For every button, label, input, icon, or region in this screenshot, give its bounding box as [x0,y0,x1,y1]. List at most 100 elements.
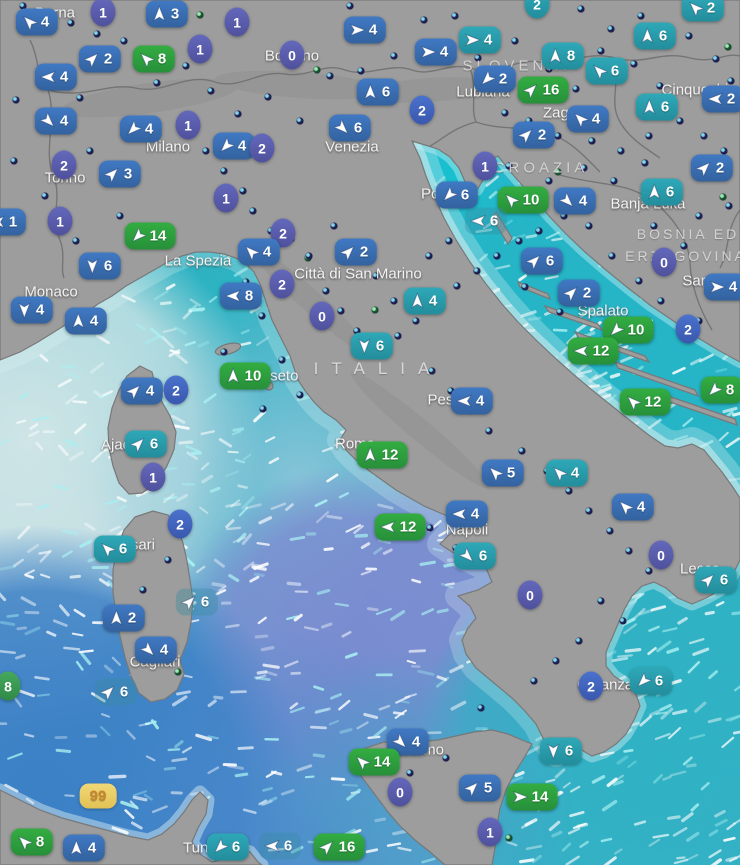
station-dot[interactable] [67,19,75,27]
wind-badge[interactable]: 12 [619,388,671,416]
station-dot[interactable] [372,272,380,280]
station-dot[interactable] [322,287,330,295]
station-dot[interactable] [390,297,398,305]
station-dot[interactable] [258,312,266,320]
station-dot[interactable] [357,67,365,75]
station-dot[interactable] [650,222,658,230]
wind-badge[interactable]: 2 [701,85,740,113]
station-dot[interactable] [585,222,593,230]
wind-badge[interactable]: 6 [520,247,564,275]
wind-badge[interactable]: 4 [343,16,387,44]
station-dot[interactable] [585,507,593,515]
wind-gust-badge[interactable]: 99 [79,783,117,809]
station-dot[interactable] [313,66,321,74]
station-dot[interactable] [242,278,250,286]
wind-badge[interactable]: 2 [167,509,193,539]
station-dot[interactable] [296,391,304,399]
station-dot[interactable] [597,597,605,605]
station-dot[interactable] [278,356,286,364]
station-dot[interactable] [635,277,643,285]
wind-badge[interactable]: 2 [51,150,77,180]
wind-badge[interactable]: 6 [124,430,168,458]
wind-badge[interactable]: 2 [473,65,517,93]
wind-badge[interactable]: 6 [539,737,583,765]
wind-badge[interactable]: 1 [472,151,498,181]
wind-badge[interactable]: 6 [635,93,679,121]
station-dot[interactable] [249,207,257,215]
station-dot[interactable] [625,547,633,555]
wind-badge[interactable]: 4 [62,834,106,862]
station-dot[interactable] [447,387,455,395]
station-dot[interactable] [120,37,128,45]
station-dot[interactable] [346,2,354,10]
wind-badge[interactable]: 5 [458,774,502,802]
station-dot[interactable] [164,556,172,564]
station-dot[interactable] [371,306,379,314]
station-dot[interactable] [608,252,616,260]
wind-badge[interactable]: 14 [348,748,400,776]
wind-badge[interactable]: 12 [374,513,426,541]
station-dot[interactable] [485,427,493,435]
wind-badge[interactable]: 6 [585,57,629,85]
wind-badge[interactable]: 6 [328,114,372,142]
wind-badge[interactable]: 2 [524,0,550,19]
wind-badge[interactable]: 14 [506,783,558,811]
wind-badge[interactable]: 2 [102,604,146,632]
station-dot[interactable] [220,167,228,175]
station-dot[interactable] [727,77,735,85]
station-dot[interactable] [560,212,568,220]
wind-badge[interactable]: 4 [237,238,281,266]
wind-badge[interactable]: 0 [651,247,677,277]
station-dot[interactable] [637,12,645,20]
station-dot[interactable] [196,11,204,19]
wind-badge[interactable]: 8 [0,671,21,701]
wind-badge[interactable]: 4 [566,105,610,133]
station-dot[interactable] [511,37,519,45]
wind-badge[interactable]: 1 [187,34,213,64]
wind-badge[interactable]: 2 [78,45,122,73]
station-dot[interactable] [394,332,402,340]
station-dot[interactable] [657,297,665,305]
wind-badge[interactable]: 6 [356,78,400,106]
wind-badge[interactable]: 2 [557,279,601,307]
wind-badge[interactable]: 6 [78,252,122,280]
station-dot[interactable] [501,109,509,117]
wind-badge[interactable]: 4 [703,273,740,301]
wind-badge[interactable]: 1 [47,206,73,236]
station-dot[interactable] [580,164,588,172]
station-dot[interactable] [442,754,450,762]
wind-badge[interactable]: 6 [350,332,394,360]
wind-badge[interactable]: 1 [140,462,166,492]
station-dot[interactable] [390,52,398,60]
station-dot[interactable] [451,12,459,20]
wind-badge[interactable]: 2 [681,0,725,22]
station-dot[interactable] [12,96,20,104]
station-dot[interactable] [412,317,420,325]
station-dot[interactable] [518,447,526,455]
wind-badge[interactable]: 0 [648,540,674,570]
wind-badge[interactable]: 1 [477,817,503,847]
station-dot[interactable] [86,147,94,155]
wind-badge[interactable]: 4 [445,500,489,528]
wind-badge[interactable]: 0 [517,580,543,610]
station-dot[interactable] [445,237,453,245]
station-dot[interactable] [493,252,501,260]
wind-badge[interactable]: 1 [224,7,250,37]
station-dot[interactable] [474,54,482,62]
wind-badge[interactable]: 4 [64,307,108,335]
wind-badge[interactable]: 2 [690,154,734,182]
station-dot[interactable] [530,677,538,685]
wind-badge[interactable]: 1 [213,183,239,213]
station-dot[interactable] [19,2,27,10]
station-dot[interactable] [554,132,562,140]
station-dot[interactable] [712,55,720,63]
wind-badge[interactable]: 6 [206,833,250,861]
station-dot[interactable] [76,94,84,102]
wind-badge[interactable]: 2 [270,218,296,248]
wind-badge[interactable]: 0 [387,777,413,807]
station-dot[interactable] [259,405,267,413]
station-dot[interactable] [220,348,228,356]
station-dot[interactable] [695,317,703,325]
wind-badge[interactable]: 6 [258,832,302,860]
wind-badge[interactable]: 6 [175,588,219,616]
